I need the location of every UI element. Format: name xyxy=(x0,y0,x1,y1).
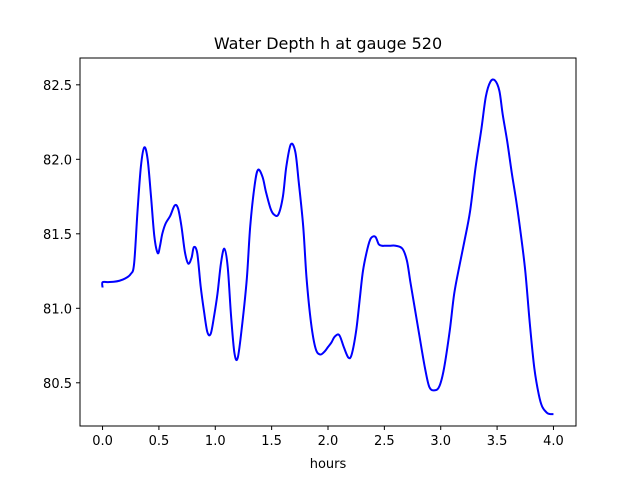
y-tick-label: 81.0 xyxy=(43,302,72,317)
x-tick-label: 0.5 xyxy=(149,434,170,449)
axis-ticks: 0.0 0.5 1.0 1.5 2.0 2.5 3.0 3.5 4.0 80.5 81.0 81.5 8… xyxy=(43,79,564,449)
y-tick-label: 82.5 xyxy=(43,79,72,94)
x-tick-label: 3.0 xyxy=(430,434,451,449)
x-tick-label: 2.0 xyxy=(318,434,339,449)
x-axis-label: hours xyxy=(310,457,347,472)
x-tick-label: 1.0 xyxy=(205,434,226,449)
y-tick-label: 82.0 xyxy=(43,153,72,168)
x-tick-label: 2.5 xyxy=(374,434,395,449)
x-tick-label: 0.0 xyxy=(92,434,113,449)
series-line xyxy=(101,78,554,416)
chart-title: Water Depth h at gauge 520 xyxy=(214,34,442,53)
x-tick-label: 3.5 xyxy=(487,434,508,449)
y-tick-label: 80.5 xyxy=(43,377,72,392)
x-tick-label: 4.0 xyxy=(543,434,564,449)
x-tick-label: 1.5 xyxy=(261,434,282,449)
plot-marks xyxy=(101,78,554,416)
y-tick-label: 81.5 xyxy=(43,228,72,243)
